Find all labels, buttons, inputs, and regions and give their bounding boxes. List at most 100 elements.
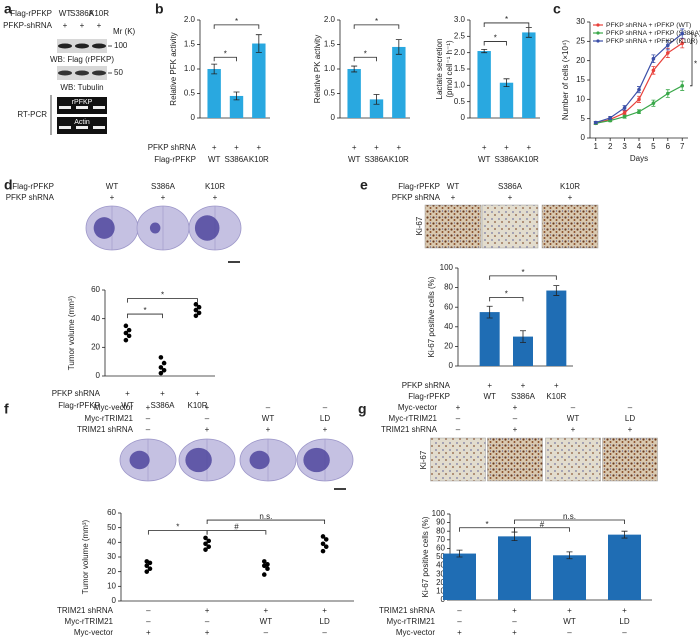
data-point (158, 355, 164, 360)
row-value: + (256, 143, 261, 152)
y-tick-label: 2.0 (184, 15, 196, 24)
row-value: + (160, 389, 165, 398)
y-tick-label: 80 (444, 283, 453, 292)
row-value: WT (483, 392, 496, 401)
gel (57, 117, 107, 134)
row-value: K10R (519, 155, 539, 164)
blot-band (58, 70, 72, 76)
row-value: + (628, 425, 633, 434)
y-tick-label: 10 (436, 587, 445, 596)
y-tick-label: 3.0 (454, 15, 466, 24)
row-value: – (571, 403, 576, 412)
y-tick-label: 20 (444, 342, 453, 351)
significance-label: * (521, 268, 524, 277)
row-value: + (146, 403, 151, 412)
y-tick-label: 0 (449, 361, 454, 370)
y-tick-label: 0 (581, 133, 586, 142)
y-tick-label: 1.0 (184, 64, 196, 73)
y-axis-label: (pmol cell⁻¹ h⁻¹) (445, 40, 454, 98)
row-label: PFKP-shRNA (3, 21, 53, 30)
row-value: + (482, 143, 487, 152)
significance-bracket (353, 24, 400, 29)
blot-band (58, 43, 72, 49)
data-point (144, 559, 150, 564)
y-axis-label: Tumor volume (mm³) (67, 295, 76, 370)
bar (443, 553, 476, 600)
y-tick-label: 20 (91, 342, 100, 351)
row-value: – (513, 414, 518, 423)
ihc-image (481, 204, 539, 249)
row-value: + (451, 193, 456, 202)
data-point (680, 84, 685, 88)
data-point (203, 535, 208, 541)
row-value: – (146, 617, 151, 626)
row-label: Myc-vector (396, 628, 435, 637)
row-value: – (146, 606, 151, 615)
data-point (265, 566, 270, 572)
row-value: S386A (364, 155, 389, 164)
data-point (144, 569, 150, 574)
significance-label: * (161, 291, 164, 300)
error-bar (511, 531, 518, 542)
y-tick-label: 15 (576, 75, 585, 84)
significance-label: * (505, 15, 508, 24)
row-value: + (205, 628, 210, 637)
row-value: + (568, 193, 573, 202)
data-point (123, 337, 129, 343)
bar (207, 69, 221, 118)
row-value: K10R (389, 155, 409, 164)
significance-label: * (176, 523, 179, 532)
row-value: + (374, 143, 379, 152)
gel-band (76, 106, 88, 109)
data-point (261, 559, 267, 564)
bar (252, 43, 266, 118)
significance-bracket (353, 56, 377, 62)
row-label: TRIM21 shRNA (381, 425, 438, 434)
bar (477, 51, 491, 118)
row-value: – (622, 628, 627, 637)
row-label: PFKP shRNA (52, 389, 101, 398)
row-value: – (456, 414, 461, 423)
error-bar (233, 91, 240, 101)
row-label: Myc-rTRIM21 (65, 617, 114, 626)
row-value: + (213, 193, 218, 202)
band-label: rPFKP (72, 99, 93, 106)
data-point (196, 310, 202, 316)
gel-band (93, 126, 105, 129)
bar (498, 536, 531, 600)
data-point (651, 56, 656, 61)
legend-marker (596, 31, 600, 35)
row-value: WT (260, 617, 273, 626)
row-value: + (323, 425, 328, 434)
y-tick-label: 60 (107, 508, 116, 517)
significance-label: * (143, 306, 146, 315)
bar (553, 555, 586, 600)
row-label: Flag-rPFKP (408, 392, 450, 401)
row-value: S386A (224, 155, 249, 164)
panel-letter: f (4, 401, 9, 417)
y-tick-label: 60 (91, 285, 100, 294)
row-label: Myc-rTRIM21 (389, 414, 438, 423)
tumor (303, 447, 330, 473)
row-value: + (125, 389, 130, 398)
error-bar (486, 305, 493, 319)
bar (392, 46, 406, 119)
row-value: – (567, 628, 572, 637)
panel-letter: g (358, 401, 367, 417)
error-bar (481, 49, 488, 54)
error-bar (525, 27, 532, 38)
x-tick-label: 6 (666, 142, 671, 151)
row-value: WT (478, 155, 491, 164)
error-bar (520, 330, 526, 343)
y-tick-label: 5 (581, 114, 586, 123)
data-point (147, 566, 153, 572)
x-tick-label: 2 (608, 142, 613, 151)
error-bar (255, 34, 262, 53)
data-point (637, 87, 641, 92)
legend-label: PFKP shRNA + rPFKP (K10R) (606, 38, 698, 45)
bar (347, 69, 361, 118)
row-value: S386A (494, 155, 519, 164)
significance-label: * (485, 520, 488, 529)
row-value: + (554, 381, 559, 390)
row-value: + (161, 193, 166, 202)
